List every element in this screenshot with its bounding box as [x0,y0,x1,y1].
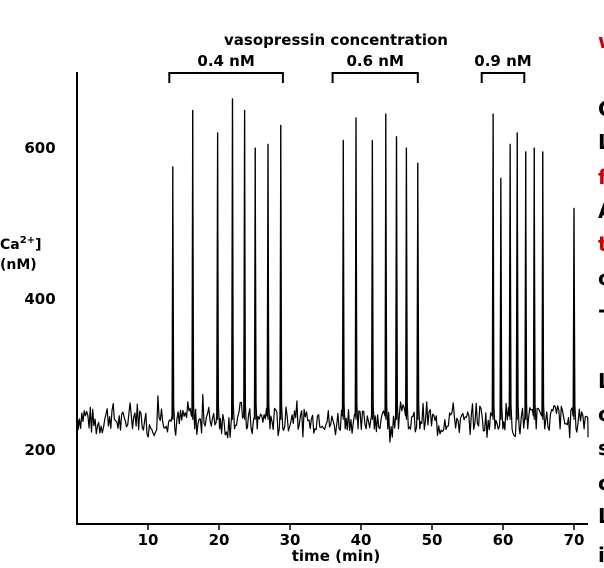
side-text-line: c [598,402,604,426]
x-tick-label: 20 [209,531,230,549]
period-bracket [480,72,526,83]
x-tick-label: 10 [138,531,159,549]
x-tick-label: 50 [422,531,443,549]
side-text-line: - [598,298,604,322]
y-tick-label: 400 [24,290,55,308]
y-tick-label: 600 [24,139,55,157]
calcium-trace-line [77,98,589,443]
side-text-line: c [598,471,604,495]
side-text-line: f [598,165,604,189]
period-label: 0.9 nM [474,52,531,70]
side-text-line: A [598,199,604,223]
period-bracket [168,72,284,83]
side-text-column: w C L f A t c - L c s c L i [598,29,604,567]
side-text-line: w [598,29,604,53]
x-tick-label: 30 [280,531,301,549]
y-axis-unit: (nM) [0,257,37,273]
side-text-line: s [598,436,604,460]
period-label: 0.4 nM [197,52,254,70]
side-text-line: L [598,130,604,154]
side-text-line: C [598,97,604,121]
period-label: 0.6 nM [346,52,403,70]
period-bracket [331,72,419,83]
x-tick-label: 70 [564,531,585,549]
x-axis-label: time (min) [292,547,381,565]
y-axis-label: Ca2+] [0,235,41,253]
side-text-line: L [598,369,604,393]
x-tick-label: 60 [493,531,514,549]
chart-header: vasopressin concentration [224,31,448,49]
y-tick-label: 200 [24,441,55,459]
x-tick-label: 40 [351,531,372,549]
side-text-line: c [598,266,604,290]
side-text-line: i [598,543,604,567]
side-text-line: L [598,504,604,528]
side-text-line: t [598,232,604,256]
